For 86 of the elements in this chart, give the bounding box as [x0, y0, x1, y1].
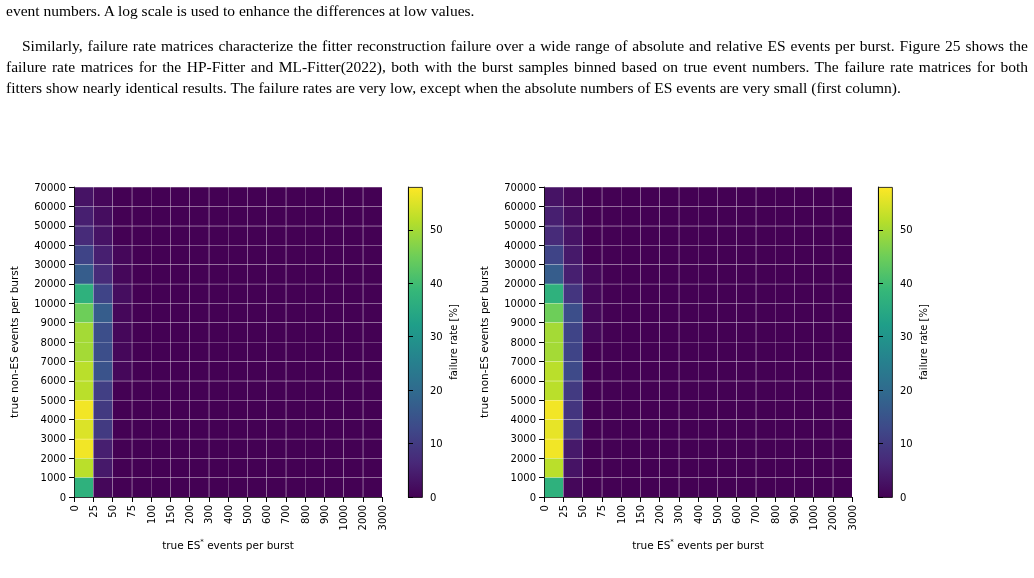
text: 100 [615, 505, 627, 525]
text: 4000 [40, 414, 66, 425]
text: 8000 [40, 336, 66, 348]
color-bar-label: 30 [430, 331, 443, 343]
color-bar-label: 0 [900, 491, 907, 503]
color-bar-label: 20 [430, 384, 443, 396]
text: 2000 [357, 505, 369, 531]
text: 2000 [40, 452, 66, 464]
text: 3000 [510, 433, 536, 445]
text: 100 [145, 505, 157, 525]
text: 0 [538, 505, 550, 512]
text: 0 [59, 491, 66, 503]
color-bar-label: 10 [900, 438, 913, 450]
text: 75 [596, 505, 608, 518]
text: 2000 [510, 452, 536, 464]
text: event numbers. A log scale is used to enhance the differences at low values. [6, 1, 476, 21]
text: 500 [711, 505, 723, 525]
text: 9000 [40, 317, 66, 329]
text: 20000 [504, 278, 536, 290]
text: 30000 [504, 259, 536, 270]
color-bar-label: 40 [430, 277, 443, 289]
text: 500 [241, 505, 253, 525]
text: 40000 [504, 239, 536, 251]
text: 1000 [40, 472, 66, 484]
text: 3000 [376, 505, 388, 531]
text: 30000 [34, 259, 66, 270]
text: Similarly, failure rate matrices characterize the fitter reconstruction failure over a wide range of absolute and relative ES events per burst. Figure 25 shows the failure rate matrices for the HP-Fitter and ML-Fitter(2022), both with the burst samples binned based on true event numbers. The failure rate matrices for both fitters show nearly identical results. The failure rates are very low, except when the absolute numbers of ES events are very small (first column). [6, 36, 1028, 98]
text: 25 [87, 505, 99, 518]
text: 150 [164, 505, 176, 525]
text: 5000 [510, 394, 536, 406]
color-bar-title: failure rate [%] [917, 304, 929, 380]
text: 1000 [510, 472, 536, 484]
text: 75 [126, 505, 138, 518]
text: 50000 [34, 220, 66, 232]
color-bar-label: 20 [900, 384, 913, 396]
color-bar-label: 50 [430, 224, 443, 236]
text: 300 [203, 505, 215, 525]
y-axis-title: true non-ES events per burst [477, 266, 490, 418]
color-bar-label: 40 [900, 277, 913, 289]
color-bar-label: 0 [430, 491, 437, 503]
text: 7000 [40, 355, 66, 367]
text: 300 [673, 505, 685, 525]
text: 800 [299, 505, 311, 525]
text: 20000 [34, 278, 66, 290]
text: 400 [222, 505, 234, 525]
color-bar-label: 10 [430, 438, 443, 450]
text: 700 [280, 505, 292, 525]
text: 6000 [40, 375, 66, 387]
text: 2000 [827, 505, 839, 531]
text: 25 [557, 505, 569, 518]
text: 3000 [40, 433, 66, 445]
color-bar-label: 30 [900, 331, 913, 343]
text: 70000 [504, 181, 536, 193]
text: 5000 [40, 394, 66, 406]
text: 600 [261, 505, 272, 525]
text: 60000 [34, 200, 66, 212]
text: 200 [654, 505, 665, 525]
y-axis-title: true non-ES events per burst [7, 266, 20, 418]
text: 10000 [504, 297, 536, 309]
text: 60000 [504, 200, 536, 212]
text: 9000 [510, 317, 536, 329]
color-bar-title: failure rate [%] [447, 304, 459, 380]
text: 8000 [510, 336, 536, 348]
text: 50 [577, 505, 588, 518]
text: 400 [692, 505, 704, 525]
text: 600 [731, 505, 742, 525]
text: 10000 [34, 297, 66, 309]
text: 0 [529, 491, 536, 503]
text: 50 [107, 505, 118, 518]
text: 900 [788, 505, 800, 525]
text: 1000 [808, 505, 819, 531]
text: 4000 [510, 414, 536, 425]
color-bar-label: 50 [900, 224, 913, 236]
text: 200 [184, 505, 195, 525]
text: 800 [769, 505, 781, 525]
text: 900 [318, 505, 330, 525]
text: 0 [68, 505, 80, 512]
text: 7000 [510, 355, 536, 367]
text: 70000 [34, 181, 66, 193]
text: 700 [750, 505, 762, 525]
text: 3000 [846, 505, 858, 531]
text: 6000 [510, 375, 536, 387]
text: 50000 [504, 220, 536, 232]
text: 40000 [34, 239, 66, 251]
text: 150 [634, 505, 646, 525]
text: 1000 [338, 505, 349, 531]
